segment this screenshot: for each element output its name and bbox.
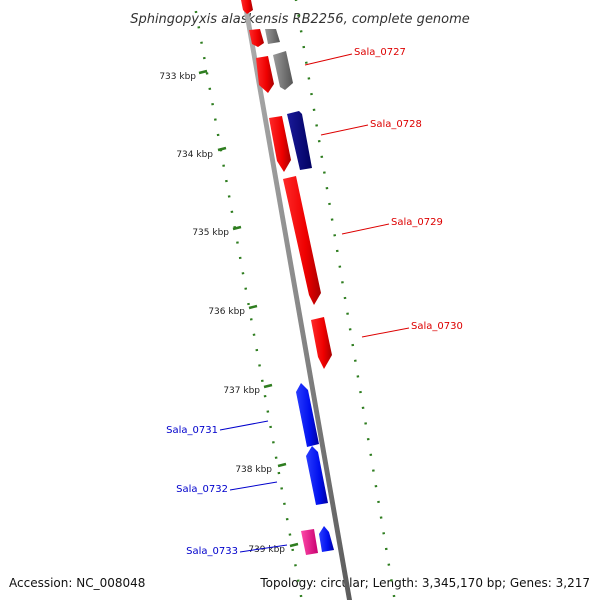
gene-label-sala-0733[interactable]: Sala_0733: [186, 546, 238, 557]
gene-arrow-navy[interactable]: [287, 111, 312, 170]
gene-features: [241, 0, 334, 555]
accession-text: Accession: NC_008048: [9, 576, 145, 590]
gene-label-sala-0728[interactable]: Sala_0728: [370, 119, 422, 130]
leader-sala-0729: [341, 223, 390, 235]
ruler-tick-737: [263, 383, 273, 389]
gene-labels: Sala_0727 Sala_0728 Sala_0729 Sala_0730 …: [166, 47, 463, 557]
ruler-ticks: [194, 0, 396, 598]
ruler-label-734: 734 kbp: [176, 150, 213, 160]
leader-sala-0733: [239, 544, 288, 553]
gene-label-sala-0730[interactable]: Sala_0730: [411, 321, 463, 332]
gene-arrow-grey-b[interactable]: [273, 51, 293, 90]
gene-arrow-top-red[interactable]: [241, 0, 253, 14]
leader-sala-0730: [361, 327, 410, 338]
gene-sala-0727[interactable]: [256, 56, 274, 93]
ruler-label-737: 737 kbp: [223, 386, 260, 396]
gene-label-sala-0729[interactable]: Sala_0729: [391, 217, 443, 228]
ruler-label-739: 739 kbp: [248, 545, 285, 555]
gene-label-sala-0732[interactable]: Sala_0732: [176, 484, 228, 495]
leader-sala-0727: [304, 53, 353, 66]
genome-backbone: [242, 0, 352, 600]
ruler-label-735: 735 kbp: [192, 228, 229, 238]
leader-sala-0731: [219, 420, 269, 431]
gene-sala-0731[interactable]: [296, 383, 319, 447]
gene-label-sala-0731[interactable]: Sala_0731: [166, 425, 218, 436]
ruler-tick-734: [217, 146, 227, 152]
ruler-tick-739: [289, 542, 299, 548]
ruler-label-738: 738 kbp: [235, 465, 272, 475]
leader-sala-0732: [229, 481, 278, 491]
ruler-labels: 733 kbp 734 kbp 735 kbp 736 kbp 737 kbp …: [159, 69, 299, 555]
ruler-tick-733: [198, 69, 208, 75]
gene-arrow-blue-small[interactable]: [319, 526, 334, 552]
gene-sala-0730[interactable]: [311, 317, 332, 369]
genome-title: Sphingopyxis alaskensis RB2256, complete…: [130, 12, 470, 27]
genome-summary-text: Topology: circular; Length: 3,345,170 bp…: [259, 576, 590, 590]
ruler-label-733: 733 kbp: [159, 72, 196, 82]
gene-sala-0729[interactable]: [283, 176, 321, 305]
gene-arrow-grey-a[interactable]: [265, 29, 280, 44]
ruler-tick-735: [232, 225, 242, 231]
gene-arrow-red-a[interactable]: [249, 29, 264, 47]
gene-sala-0733[interactable]: [301, 529, 318, 555]
ruler-tick-736: [248, 304, 258, 310]
gene-label-leaders: [219, 53, 410, 553]
gene-sala-0728[interactable]: [269, 116, 291, 172]
gene-sala-0732[interactable]: [306, 446, 328, 505]
ruler-tick-738: [277, 462, 287, 468]
ruler-label-736: 736 kbp: [208, 307, 245, 317]
leader-sala-0728: [320, 124, 369, 136]
gene-label-sala-0727[interactable]: Sala_0727: [354, 47, 406, 58]
